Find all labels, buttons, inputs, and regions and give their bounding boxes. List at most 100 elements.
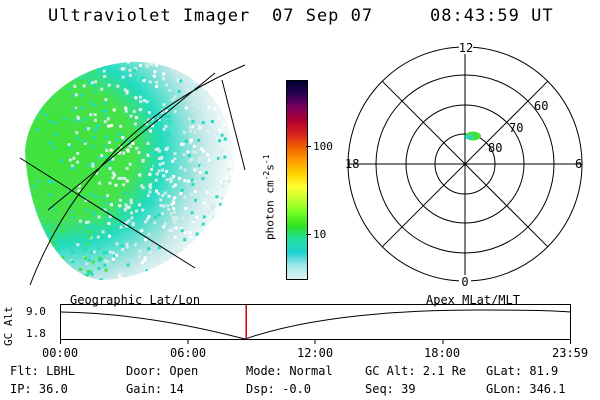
aurora-pixel xyxy=(69,169,73,173)
aurora-pixel xyxy=(49,258,53,262)
aurora-pixel xyxy=(172,175,176,178)
aurora-pixel xyxy=(48,237,52,241)
aurora-pixel xyxy=(25,174,29,178)
aurora-pixel xyxy=(53,208,57,212)
aurora-pixel xyxy=(104,98,108,102)
aurora-pixel xyxy=(43,267,47,271)
aurora-pixel xyxy=(138,108,142,112)
aurora-pixel xyxy=(207,275,210,279)
aurora-pixel xyxy=(191,220,195,224)
aurora-pixel xyxy=(199,242,203,246)
aurora-pixel xyxy=(167,208,171,211)
aurora-pixel xyxy=(181,65,185,69)
aurora-pixel xyxy=(64,67,68,71)
aurora-pixel xyxy=(85,221,88,224)
aurora-pixel xyxy=(207,153,211,157)
aurora-pixel xyxy=(201,121,205,125)
aurora-pixel xyxy=(111,176,115,180)
aurora-pixel xyxy=(195,167,199,171)
aurora-pixel xyxy=(50,87,54,91)
aurora-pixel xyxy=(191,183,195,187)
aurora-pixel xyxy=(229,196,232,200)
aurora-pixel xyxy=(94,118,98,122)
aurora-pixel xyxy=(97,215,101,219)
aurora-pixel xyxy=(27,128,30,132)
aurora-pixel xyxy=(76,151,80,155)
aurora-pixel xyxy=(186,66,190,70)
aurora-pixel xyxy=(103,263,107,267)
instrument-title: Ultraviolet Imager xyxy=(48,6,251,26)
aurora-pixel xyxy=(123,211,126,215)
aurora-pixel xyxy=(231,203,235,207)
aurora-pixel xyxy=(171,242,175,245)
aurora-pixel xyxy=(230,109,234,113)
aurora-pixel xyxy=(89,270,93,274)
aurora-pixel xyxy=(183,168,187,172)
aurora-pixel xyxy=(119,225,123,229)
aurora-pixel xyxy=(88,235,91,239)
aurora-pixel xyxy=(112,254,116,258)
aurora-pixel xyxy=(114,77,118,81)
aurora-pixel xyxy=(103,75,107,78)
aurora-pixel xyxy=(146,141,150,145)
aurora-pixel xyxy=(128,162,132,166)
aurora-pixel xyxy=(64,267,68,270)
aurora-pixel xyxy=(111,257,115,261)
aurora-pixel xyxy=(158,162,162,166)
aurora-pixel xyxy=(195,215,199,219)
aurora-pixel xyxy=(25,63,29,67)
aurora-pixel xyxy=(219,180,223,184)
aurora-pixel xyxy=(44,77,48,81)
aurora-pixel xyxy=(197,128,200,132)
aurora-pixel xyxy=(173,157,177,161)
aurora-pixel xyxy=(101,106,105,110)
aurora-pixel xyxy=(175,236,179,240)
aurora-pixel xyxy=(107,141,111,144)
aurora-pixel xyxy=(221,235,225,239)
aurora-pixel xyxy=(106,117,110,121)
aurora-pixel xyxy=(108,215,112,219)
aurora-pixel xyxy=(215,242,219,246)
aurora-pixel xyxy=(225,209,229,213)
aurora-pixel xyxy=(159,198,163,202)
aurora-pixel xyxy=(104,109,108,113)
aurora-pixel xyxy=(53,82,57,86)
aurora-pixel xyxy=(202,215,206,219)
aurora-pixel xyxy=(218,209,222,212)
timeline-xtick-label-1200: 12:00 xyxy=(297,346,334,360)
aurora-pixel xyxy=(85,275,89,279)
aurora-pixel xyxy=(229,163,233,167)
aurora-pixel xyxy=(156,147,160,151)
aurora-pixel xyxy=(171,216,175,220)
aurora-pixel xyxy=(197,138,201,142)
aurora-pixel xyxy=(70,164,74,168)
aurora-pixel xyxy=(206,187,210,190)
aurora-pixel xyxy=(44,220,48,224)
aurora-pixel xyxy=(61,208,65,212)
aurora-pixel xyxy=(93,90,97,94)
aurora-pixel xyxy=(145,269,149,273)
aurora-pixel xyxy=(150,124,154,128)
aurora-pixel xyxy=(124,109,128,113)
aurora-pixel xyxy=(125,166,129,170)
aurora-pixel xyxy=(160,110,164,114)
aurora-pixel xyxy=(165,109,169,113)
aurora-pixel xyxy=(137,151,141,155)
polar-aurora-spot-edge xyxy=(465,134,473,140)
aurora-pixel xyxy=(192,281,195,284)
aurora-pixel xyxy=(189,235,193,239)
aurora-pixel xyxy=(26,78,30,82)
aurora-pixel xyxy=(98,259,102,263)
aurora-pixel xyxy=(37,61,41,64)
aurora-pixel xyxy=(88,225,92,229)
meridian-line-3 xyxy=(221,79,246,171)
aurora-pixel xyxy=(97,61,101,65)
aurora-pixel xyxy=(177,90,181,93)
aurora-pixel xyxy=(92,136,96,140)
aurora-pixel xyxy=(224,225,228,229)
aurora-pixel xyxy=(182,74,186,78)
aurora-pixel xyxy=(37,203,41,207)
aurora-pixel xyxy=(28,202,32,205)
aurora-pixel xyxy=(74,103,78,107)
aurora-pixel xyxy=(223,259,227,263)
